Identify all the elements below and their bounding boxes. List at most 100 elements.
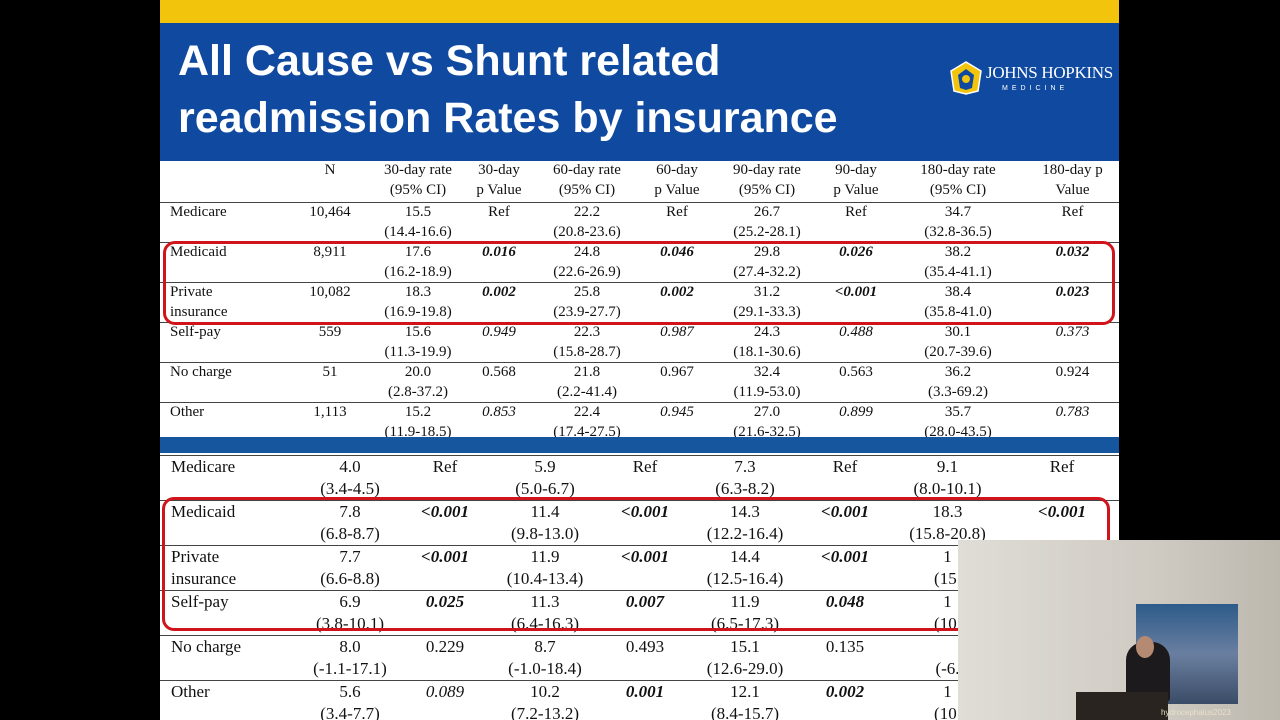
p-value-cell: 0.949 [466,322,532,363]
row-label: Private insurance [160,282,290,323]
p-value-cell: 0.046 [642,242,712,283]
p-value-cell: 0.924 [1026,362,1119,403]
p-value-cell: Ref [400,455,490,501]
p-value-cell: <0.001 [600,500,690,546]
header-cell: 180-day rate (95% CI) [920,162,996,198]
rate-cell: 31.2 (29.1-33.3) [712,282,822,323]
rate-cell: 11.9 (10.4-13.4) [490,545,600,591]
p-value-cell: 0.967 [642,362,712,403]
p-value-cell: 0.048 [800,590,890,636]
rate-cell: 8.7 (-1.0-18.4) [490,635,600,681]
podium [1076,692,1168,720]
rate-cell: 5.9 (5.0-6.7) [490,455,600,501]
slide-top-bar [160,0,1119,23]
table-separator-bar [160,437,1119,453]
p-value-cell: 0.002 [642,282,712,323]
p-value-cell: 0.025 [400,590,490,636]
row-label: Medicare [160,455,300,501]
header-cell: 90-day p Value [833,162,879,198]
rate-cell: 14.3 (12.2-16.4) [690,500,800,546]
p-value-cell: 0.488 [822,322,890,363]
row-label: Other [160,402,290,442]
shield-icon [950,61,982,95]
n-cell: 559 [290,322,370,363]
p-value-cell: 0.089 [400,680,490,720]
table-row: No charge 8.0 (-1.1-17.1) 0.229 8.7 (-1.0-… [160,635,1119,681]
table-row: Self-pay 559 15.6 (11.3-19.9) 0.949 22.3(… [160,322,1119,363]
p-value-cell: Ref [1026,202,1119,243]
header-cell: N [324,162,336,178]
row-label: Medicaid [160,242,290,283]
rate-cell: 34.7 (32.8-36.5) [890,202,1026,243]
p-value-cell: 0.373 [1026,322,1119,363]
johns-hopkins-logo: JOHNS HOPKINS MEDICINE [950,59,1113,99]
header-cell: 180-day p Value [1042,162,1103,198]
p-value-cell: <0.001 [400,545,490,591]
table-row: Medicaid 8,911 17.6 (16.2-18.9) 0.016 24.… [160,242,1119,283]
p-value-cell: 0.229 [400,635,490,681]
rate-cell: 15.6 (11.3-19.9) [370,322,466,363]
rate-cell: 26.7 (25.2-28.1) [712,202,822,243]
p-value-cell: <0.001 [600,545,690,591]
table-row: Medicare 4.0 (3.4-4.5) Ref 5.9 (5.0-6.7) R… [160,455,1119,501]
row-label: Medicaid [160,500,300,546]
logo-subtitle: MEDICINE [1002,85,1069,92]
rate-cell: 22.4 (17.4-27.5) [532,402,642,442]
p-value-cell: <0.001 [822,282,890,323]
header-cell: 60-day rate (95% CI) [553,162,621,198]
p-value-cell: 0.853 [466,402,532,442]
rate-cell: 25.8 (23.9-27.7) [532,282,642,323]
rate-cell: 18.3 (15.8-20.8) [890,500,1005,546]
all-cause-readmission-table: N 30-day rate (95% CI) 30-day p Value 60-d… [160,161,1119,442]
speaker-head [1136,636,1154,658]
rate-cell: 24.3 (18.1-30.6) [712,322,822,363]
table-row: Private insurance 10,082 18.3 (16.9-19.8) … [160,282,1119,323]
p-value-cell: 0.001 [600,680,690,720]
p-value-cell: Ref [466,202,532,243]
slide-title: All Cause vs Shunt related readmission R… [178,37,838,161]
p-value-cell: 0.002 [466,282,532,323]
p-value-cell: 0.568 [466,362,532,403]
n-cell: 51 [290,362,370,403]
p-value-cell: 0.026 [822,242,890,283]
speaker-camera-overlay: hydrocephalus2023 [958,540,1280,720]
rate-cell: 4.0 (3.4-4.5) [300,455,400,501]
n-cell: 10,082 [290,282,370,323]
rate-cell: 15.1 (12.6-29.0) [690,635,800,681]
header-cell: 30-day p Value [476,162,522,198]
p-value-cell: Ref [800,455,890,501]
rate-cell: 15.2 (11.9-18.5) [370,402,466,442]
n-cell: 1,113 [290,402,370,442]
rate-cell: 18.3 (16.9-19.8) [370,282,466,323]
rate-cell: 27.0 (21.6-32.5) [712,402,822,442]
p-value-cell: Ref [600,455,690,501]
row-label: Self-pay [160,590,300,636]
header-cell: 60-day p Value [654,162,700,198]
p-value-cell: 0.493 [600,635,690,681]
row-label: Other [160,680,300,720]
logo-name: JOHNS HOPKINS [986,63,1113,82]
row-label: Medicare [160,202,290,243]
table-row: Other 1,113 15.2 (11.9-18.5) 0.853 22.4 (1… [160,402,1119,442]
p-value-cell: Ref [1005,455,1119,501]
p-value-cell: 0.002 [800,680,890,720]
rate-cell: 24.8 (22.6-26.9) [532,242,642,283]
rate-cell: 21.8 (2.2-41.4) [532,362,642,403]
p-value-cell: 0.987 [642,322,712,363]
p-value-cell: 0.007 [600,590,690,636]
rate-cell: 10.2 (7.2-13.2) [490,680,600,720]
p-value-cell: <0.001 [800,545,890,591]
rate-cell: 15.5 (14.4-16.6) [370,202,466,243]
rate-cell: 11.4 (9.8-13.0) [490,500,600,546]
header-cell [160,161,290,203]
rate-cell: 30.1 (20.7-39.6) [890,322,1026,363]
rate-cell: 12.1 (8.4-15.7) [690,680,800,720]
rate-cell: 32.4 (11.9-53.0) [712,362,822,403]
rate-cell: 38.2 (35.4-41.1) [890,242,1026,283]
event-banner-text: hydrocephalus2023 [1161,708,1231,717]
header-cell: 90-day rate (95% CI) [733,162,801,198]
row-label: Private insurance [160,545,300,591]
rate-cell: 36.2 (3.3-69.2) [890,362,1026,403]
rate-cell: 8.0 (-1.1-17.1) [300,635,400,681]
p-value-cell: Ref [642,202,712,243]
